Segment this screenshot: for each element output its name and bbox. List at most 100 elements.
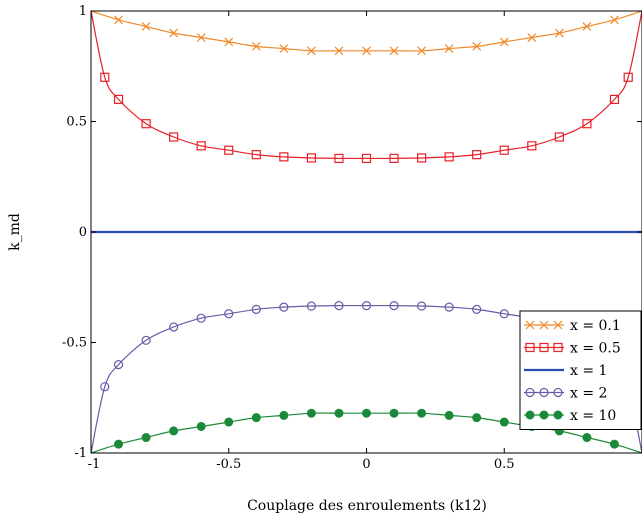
x-tick-label: 0 [362, 457, 370, 472]
legend-swatch-marker [525, 387, 535, 398]
data-point [610, 15, 619, 25]
data-point [100, 72, 110, 82]
legend-swatch-marker [525, 410, 535, 420]
legend-item: x = 0.1 [524, 318, 621, 334]
data-point [169, 28, 179, 38]
marker-stroke [527, 33, 537, 42]
legend-swatch-marker [553, 387, 563, 398]
legend-item: x = 0.5 [524, 341, 621, 357]
data-point [444, 410, 454, 420]
marker-stroke [444, 44, 454, 53]
y-axis: 1 0.5 0 -0.5 -1 [62, 4, 642, 461]
data-point [251, 413, 261, 423]
data-point [499, 309, 509, 319]
data-point [609, 94, 620, 105]
data-point [417, 408, 427, 418]
data-point [334, 46, 344, 56]
data-point [113, 360, 124, 370]
marker-stroke [334, 46, 344, 56]
legend-swatch-marker [525, 342, 535, 353]
marker-stroke [417, 46, 427, 56]
data-point [389, 46, 399, 56]
marker-stroke [114, 15, 123, 25]
data-point [582, 22, 592, 31]
data-point [499, 37, 509, 47]
data-point [141, 335, 151, 345]
data-point [224, 145, 234, 155]
marker-stroke [251, 41, 261, 51]
data-point [169, 132, 179, 142]
data-point [251, 150, 261, 160]
data-point [554, 28, 564, 38]
data-point [306, 408, 316, 418]
data-point [141, 22, 151, 31]
markers [100, 15, 633, 449]
data-point [114, 15, 123, 25]
legend: x = 0.1 x = 0.5 x = 1 x = 2 x = 10 [519, 310, 642, 430]
marker-stroke [389, 46, 399, 56]
data-point [361, 300, 372, 311]
data-point [100, 382, 110, 392]
y-tick-label: -1 [74, 446, 87, 461]
data-point [196, 141, 206, 151]
marker-stroke [472, 41, 482, 51]
data-point [196, 313, 206, 323]
x-tick-label: 0.5 [494, 457, 515, 472]
legend-label: x = 1 [570, 363, 607, 379]
legend-swatch-marker [553, 342, 563, 353]
data-point [279, 44, 289, 53]
marker-stroke [610, 15, 619, 25]
data-point [196, 421, 206, 431]
y-tick-label: 0.5 [66, 115, 87, 130]
marker-stroke [306, 46, 316, 56]
data-point [334, 300, 344, 311]
marker-stroke [279, 44, 289, 53]
data-point [196, 33, 206, 42]
legend-label: x = 0.1 [570, 318, 621, 334]
marker-stroke [553, 320, 563, 330]
y-tick-label: 1 [79, 4, 87, 19]
legend-item: x = 10 [524, 408, 616, 424]
marker-stroke [169, 28, 179, 38]
data-point [499, 145, 509, 155]
data-point [362, 46, 371, 56]
data-point [472, 413, 482, 423]
y-axis-title: k_md [7, 213, 23, 251]
data-point [582, 119, 592, 129]
marker-stroke [539, 320, 549, 330]
series-line-x-0-1 [90, 10, 642, 52]
marker-stroke [525, 320, 535, 330]
legend-item: x = 1 [524, 363, 607, 379]
legend-swatch-marker [539, 320, 549, 330]
x-tick-label: -0.5 [216, 457, 241, 472]
data-point [609, 439, 619, 449]
data-point [279, 152, 289, 162]
data-point [389, 153, 399, 164]
data-point [334, 153, 344, 164]
y-tick-label: -0.5 [62, 336, 87, 351]
data-point [472, 41, 482, 51]
marker-stroke [141, 22, 151, 31]
data-point [361, 153, 372, 164]
series-line-x-0-5 [90, 10, 642, 160]
marker-stroke [582, 22, 592, 31]
data-point [499, 417, 509, 427]
data-point [527, 141, 537, 151]
data-point [306, 153, 316, 163]
data-point [141, 433, 151, 443]
data-point [444, 44, 454, 53]
data-point [444, 152, 454, 162]
legend-swatch-marker [553, 320, 563, 330]
marker-stroke [362, 46, 371, 56]
legend-label: x = 0.5 [570, 341, 621, 357]
data-point [279, 410, 289, 420]
data-point [389, 408, 399, 418]
marker-stroke [196, 33, 206, 42]
data-point [389, 300, 399, 311]
marker-stroke [224, 37, 234, 47]
data-point [417, 46, 427, 56]
data-point [527, 33, 537, 42]
data-point [224, 309, 234, 319]
data-point [554, 132, 564, 142]
